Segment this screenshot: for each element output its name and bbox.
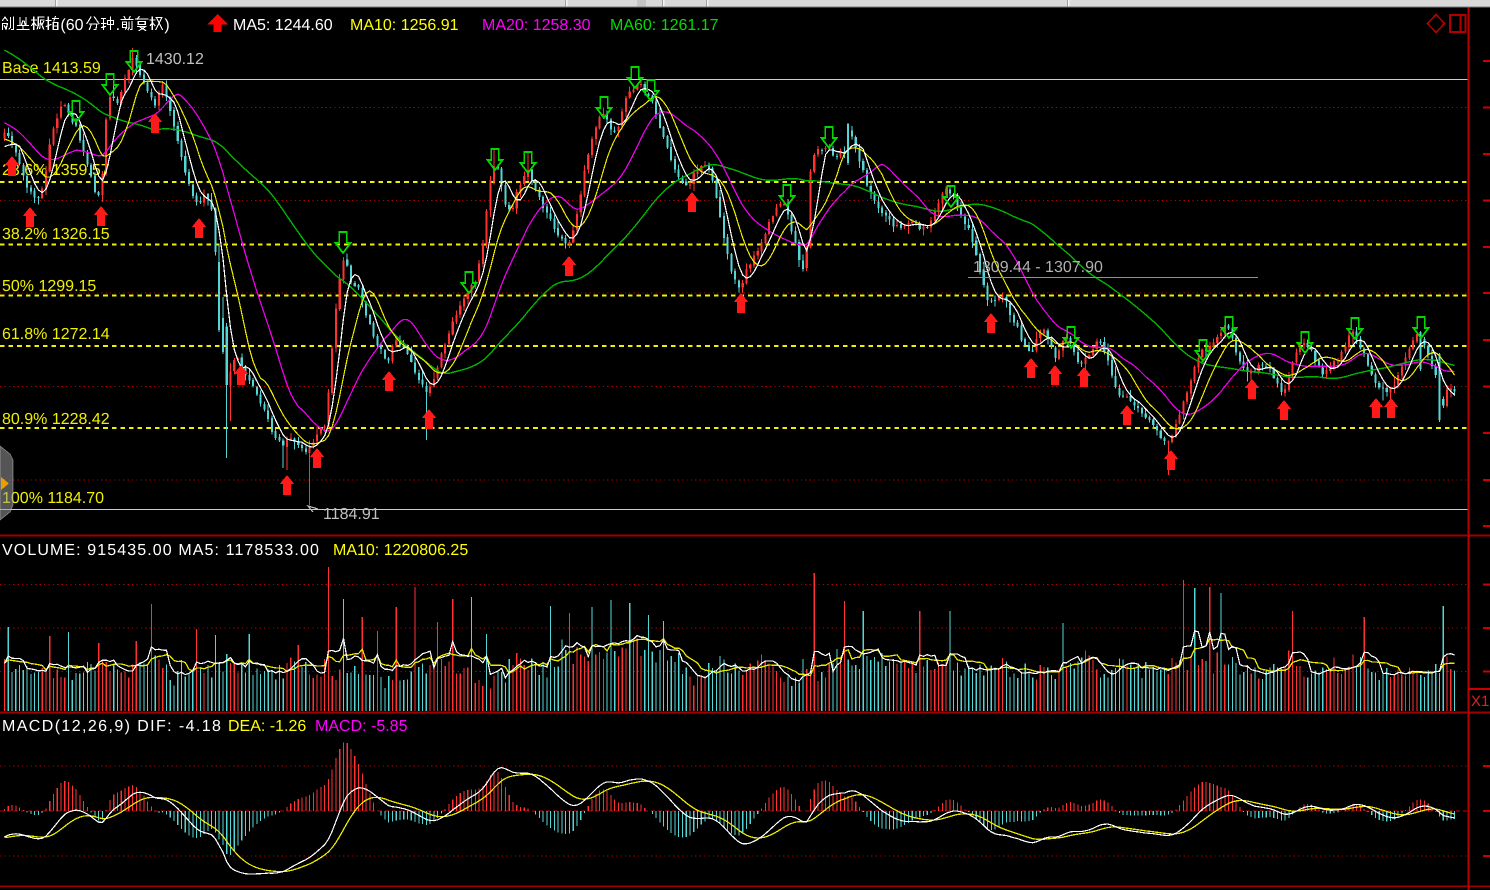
svg-text:1430.12: 1430.12 <box>146 51 204 68</box>
svg-text:MACD(12,26,9) DIF: -4.18: MACD(12,26,9) DIF: -4.18 <box>2 718 222 735</box>
svg-text:(60: (60 <box>60 17 83 34</box>
svg-text:MACD: -5.85: MACD: -5.85 <box>315 718 408 735</box>
svg-text:50% 1299.15: 50% 1299.15 <box>2 278 96 295</box>
svg-text:MA10: 1256.91: MA10: 1256.91 <box>350 17 459 34</box>
svg-text:MA60: 1261.17: MA60: 1261.17 <box>610 17 719 34</box>
svg-text:MA20: 1258.30: MA20: 1258.30 <box>482 17 591 34</box>
svg-text:100% 1184.70: 100% 1184.70 <box>2 490 104 507</box>
svg-text:.: . <box>116 17 120 34</box>
svg-text:): ) <box>164 17 169 34</box>
svg-text:MA10: 1220806.25: MA10: 1220806.25 <box>333 542 468 559</box>
svg-text:1184.91: 1184.91 <box>323 506 380 523</box>
svg-text:61.8% 1272.14: 61.8% 1272.14 <box>2 326 110 343</box>
svg-text:X1: X1 <box>1471 693 1489 710</box>
svg-text:38.2% 1326.15: 38.2% 1326.15 <box>2 226 110 243</box>
svg-text:23.6% 1359.57: 23.6% 1359.57 <box>2 162 110 179</box>
svg-text:DEA: -1.26: DEA: -1.26 <box>228 718 306 735</box>
svg-text:MA5: 1244.60: MA5: 1244.60 <box>233 17 333 34</box>
svg-text:Base 1413.59: Base 1413.59 <box>2 60 101 77</box>
svg-text:1309.44 - 1307.90: 1309.44 - 1307.90 <box>973 259 1103 276</box>
svg-text:VOLUME: 915435.00 MA5: 1178533: VOLUME: 915435.00 MA5: 1178533.00 <box>2 542 320 559</box>
svg-text:80.9% 1228.42: 80.9% 1228.42 <box>2 411 110 428</box>
